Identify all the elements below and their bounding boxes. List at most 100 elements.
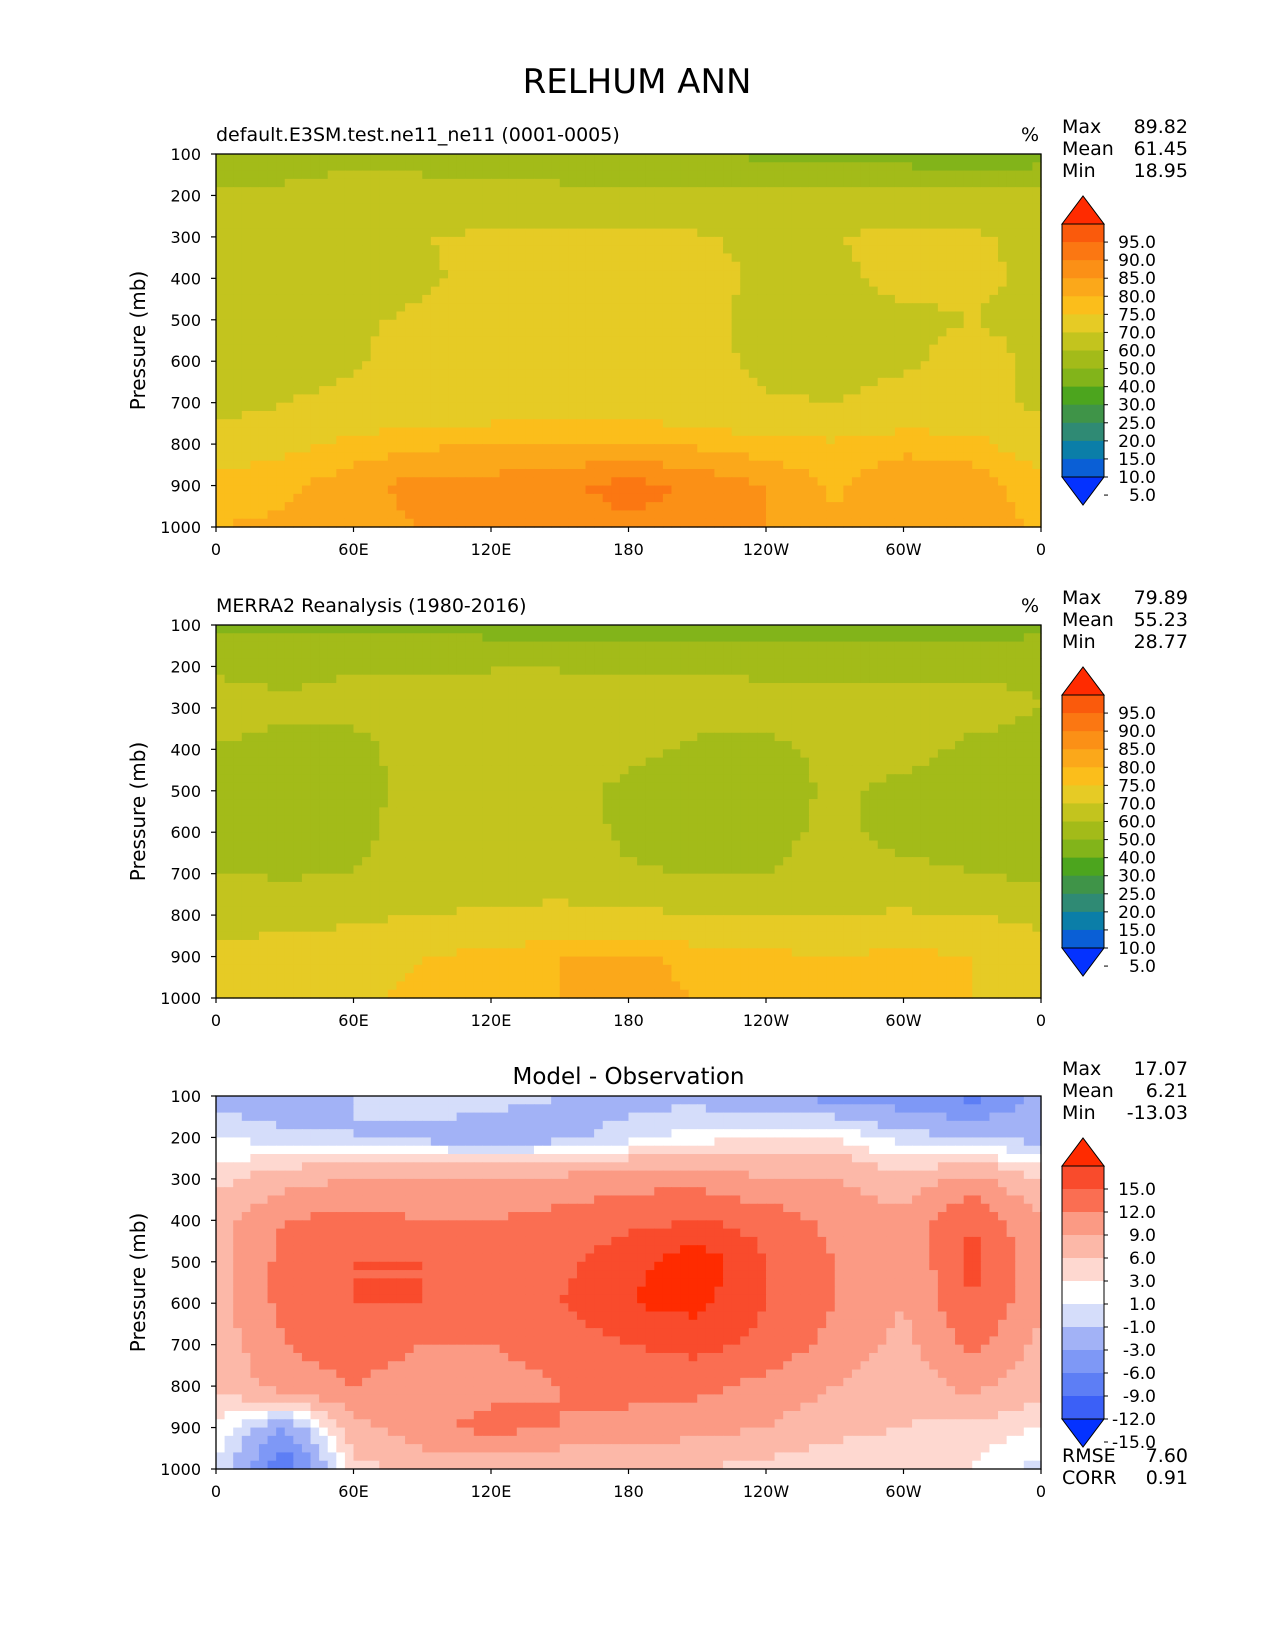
contour-cell bbox=[886, 452, 896, 462]
contour-cell bbox=[946, 344, 956, 354]
contour-cell bbox=[748, 352, 758, 362]
contour-cell bbox=[396, 369, 406, 379]
contour-cell bbox=[508, 649, 518, 659]
contour-cell bbox=[671, 510, 681, 520]
contour-cell bbox=[576, 212, 587, 221]
contour-cell bbox=[396, 278, 406, 288]
contour-cell bbox=[319, 261, 329, 271]
contour-cell bbox=[688, 649, 698, 659]
contour-cell bbox=[499, 386, 509, 395]
contour-cell bbox=[989, 319, 999, 329]
contour-cell bbox=[353, 195, 363, 205]
contour-cell bbox=[843, 212, 853, 221]
contour-cell bbox=[542, 245, 552, 255]
contour-cell bbox=[576, 261, 587, 271]
contour-cell bbox=[817, 402, 827, 412]
contour-cell bbox=[250, 477, 260, 487]
contour-cell bbox=[869, 278, 879, 288]
contour-cell bbox=[413, 203, 423, 213]
contour-cell bbox=[680, 203, 690, 213]
contour-cell bbox=[370, 649, 380, 659]
contour-cell bbox=[714, 394, 724, 404]
contour-cell bbox=[860, 502, 870, 512]
contour-cell bbox=[912, 369, 922, 379]
contour-cell bbox=[757, 178, 767, 188]
colorbar-swatch bbox=[1062, 458, 1104, 478]
contour-cell bbox=[705, 344, 716, 354]
contour-cell bbox=[680, 303, 690, 313]
contour-cell bbox=[594, 452, 604, 462]
contour-cell bbox=[748, 187, 758, 197]
contour-cell bbox=[680, 286, 690, 296]
contour-cell bbox=[766, 261, 776, 271]
contour-cell bbox=[456, 187, 466, 197]
contour-cell bbox=[705, 477, 716, 487]
contour-cell bbox=[284, 485, 294, 495]
contour-cell bbox=[980, 419, 991, 429]
contour-cell bbox=[748, 427, 758, 437]
contour-cell bbox=[671, 278, 681, 288]
contour-cell bbox=[551, 666, 561, 676]
contour-cell bbox=[602, 178, 612, 188]
contour-cell bbox=[783, 154, 793, 163]
contour-cell bbox=[422, 369, 432, 379]
contour-cell bbox=[611, 369, 621, 379]
contour-cell bbox=[619, 220, 630, 230]
contour-cell bbox=[680, 625, 690, 634]
contour-cell bbox=[628, 228, 638, 238]
contour-cell bbox=[619, 649, 630, 659]
contour-cell bbox=[473, 444, 483, 453]
contour-cell bbox=[628, 344, 638, 354]
contour-cell bbox=[1006, 228, 1016, 238]
contour-cell bbox=[1006, 386, 1016, 395]
contour-cell bbox=[310, 228, 320, 238]
contour-cell bbox=[766, 510, 776, 520]
contour-cell bbox=[301, 352, 312, 362]
contour-cell bbox=[757, 170, 767, 180]
contour-cell bbox=[465, 493, 475, 503]
contour-cell bbox=[817, 641, 827, 651]
contour-cell bbox=[912, 352, 922, 362]
contour-cell bbox=[714, 658, 724, 668]
contour-cell bbox=[576, 419, 587, 429]
contour-cell bbox=[310, 666, 320, 676]
contour-cell bbox=[843, 625, 853, 634]
contour-cell bbox=[826, 419, 836, 429]
contour-cell bbox=[972, 203, 982, 213]
contour-cell bbox=[1015, 402, 1025, 412]
contour-cell bbox=[903, 311, 913, 321]
panel-test: 1002003004005006007008009001000Pressure … bbox=[126, 116, 1188, 559]
contour-cell bbox=[705, 518, 716, 528]
contour-cell bbox=[310, 195, 320, 205]
contour-cell bbox=[293, 493, 303, 503]
contour-cell bbox=[379, 245, 389, 255]
contour-cell bbox=[224, 228, 234, 238]
contour-cell bbox=[525, 212, 535, 221]
contour-cell bbox=[216, 311, 226, 321]
contour-cell bbox=[654, 261, 664, 271]
contour-cell bbox=[766, 468, 776, 478]
contour-cell bbox=[688, 419, 698, 429]
contour-cell bbox=[310, 220, 320, 230]
contour-cell bbox=[568, 328, 578, 337]
contour-cell bbox=[817, 419, 827, 429]
contour-cell bbox=[353, 253, 363, 263]
contour-cell bbox=[594, 236, 604, 246]
contour-cell bbox=[327, 303, 337, 313]
contour-cell bbox=[585, 336, 595, 346]
contour-cell bbox=[327, 162, 337, 172]
contour-cell bbox=[963, 286, 973, 296]
contour-cell bbox=[912, 518, 922, 528]
contour-cell bbox=[791, 460, 801, 470]
contour-cell bbox=[1032, 270, 1042, 279]
contour-cell bbox=[602, 154, 612, 163]
contour-cell bbox=[714, 162, 724, 172]
contour-cell bbox=[834, 311, 844, 321]
contour-cell bbox=[585, 212, 595, 221]
contour-cell bbox=[680, 502, 690, 512]
contour-cell bbox=[989, 236, 999, 246]
contour-cell bbox=[774, 228, 784, 238]
contour-cell bbox=[267, 203, 277, 213]
contour-cell bbox=[637, 319, 647, 329]
contour-cell bbox=[241, 493, 251, 503]
